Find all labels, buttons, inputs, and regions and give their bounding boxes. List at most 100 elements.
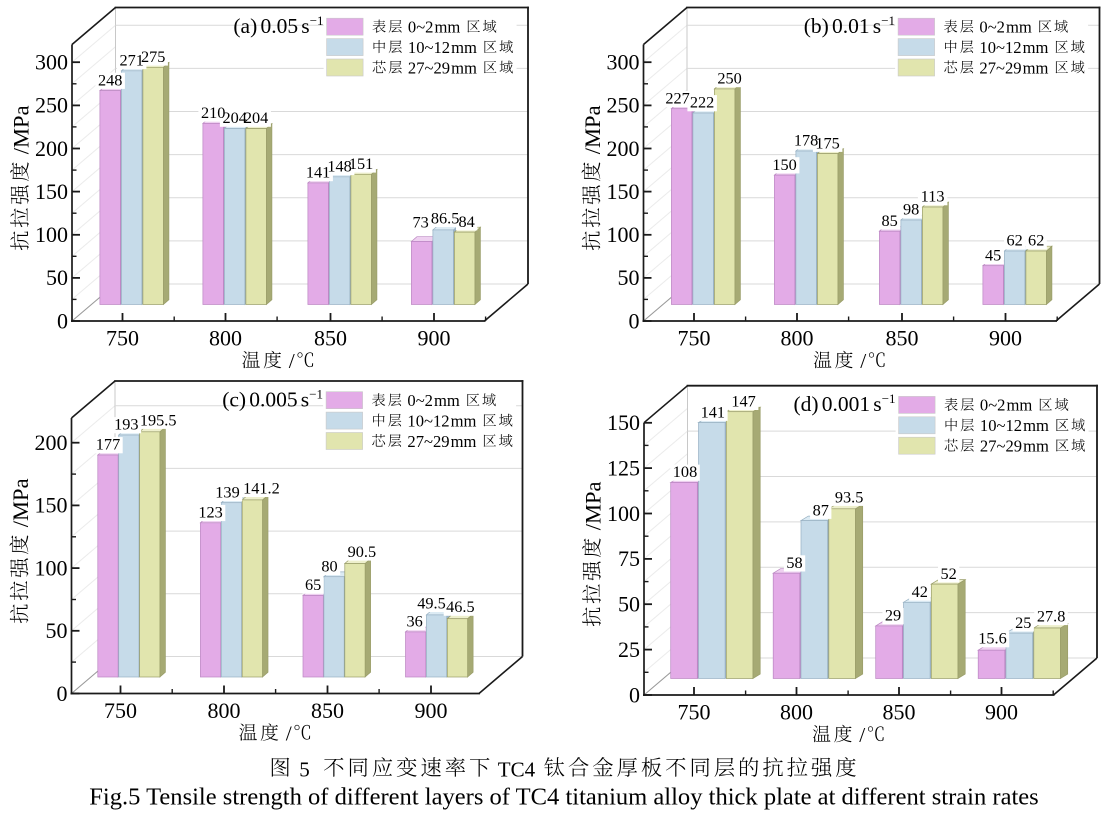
svg-text:200: 200: [35, 430, 68, 455]
svg-text:800: 800: [208, 698, 241, 723]
svg-text:(a): (a): [233, 14, 257, 38]
svg-text:75: 75: [618, 546, 640, 571]
svg-text:210: 210: [201, 103, 225, 122]
svg-text:227: 227: [665, 88, 689, 107]
svg-text:200: 200: [607, 136, 640, 161]
svg-text:27~29: 27~29: [980, 437, 1022, 456]
svg-text:10~12: 10~12: [408, 38, 450, 57]
svg-text:141.2: 141.2: [243, 478, 280, 497]
svg-text:49.5: 49.5: [417, 593, 446, 612]
svg-text:850: 850: [311, 698, 344, 723]
svg-text:141: 141: [701, 402, 725, 421]
svg-text:/: /: [289, 349, 295, 373]
svg-text:177: 177: [96, 435, 120, 454]
svg-text:850: 850: [886, 326, 919, 351]
svg-text:300: 300: [607, 50, 640, 75]
svg-text:123: 123: [198, 503, 222, 522]
svg-text:750: 750: [106, 326, 139, 351]
svg-text:86.5: 86.5: [431, 208, 460, 227]
svg-text:65: 65: [305, 575, 321, 594]
svg-text:0: 0: [57, 308, 68, 333]
svg-text:800: 800: [781, 326, 814, 351]
svg-text:800: 800: [209, 326, 242, 351]
svg-text:mm: mm: [451, 38, 477, 57]
svg-text:0~2: 0~2: [408, 18, 434, 37]
svg-text:0~2: 0~2: [979, 18, 1005, 37]
svg-text:(d): (d): [794, 392, 819, 416]
svg-text:/MPa: /MPa: [9, 105, 34, 154]
svg-text:29: 29: [885, 606, 901, 625]
svg-text:900: 900: [418, 326, 451, 351]
svg-text:100: 100: [35, 222, 68, 247]
svg-text:s: s: [873, 392, 881, 416]
svg-text:mm: mm: [1007, 396, 1033, 415]
svg-text:0~2: 0~2: [980, 396, 1006, 415]
svg-text:Fig.5 Tensile strength of dif: Fig.5 Tensile strength of different laye…: [89, 784, 1038, 811]
svg-text:850: 850: [883, 700, 916, 725]
svg-text:mm: mm: [1023, 58, 1049, 77]
svg-text:108: 108: [673, 462, 697, 481]
svg-text:150: 150: [772, 155, 796, 174]
svg-text:mm: mm: [1023, 416, 1049, 435]
svg-text:(b): (b): [804, 14, 829, 38]
svg-text:750: 750: [678, 326, 711, 351]
svg-text:58: 58: [786, 553, 802, 572]
svg-text:175: 175: [815, 133, 839, 152]
svg-text:87: 87: [813, 500, 829, 519]
svg-text:62: 62: [1028, 231, 1044, 250]
svg-text:300: 300: [35, 50, 68, 75]
svg-text:150: 150: [607, 179, 640, 204]
svg-text:42: 42: [912, 582, 928, 601]
svg-text:62: 62: [1006, 231, 1022, 250]
svg-text:27~29: 27~29: [407, 432, 449, 451]
svg-text:0: 0: [629, 308, 640, 333]
svg-text:0.05: 0.05: [261, 14, 299, 38]
svg-text:0: 0: [629, 682, 640, 707]
svg-text:25: 25: [618, 637, 640, 662]
svg-text:−1: −1: [310, 13, 324, 28]
svg-text:−1: −1: [882, 391, 896, 406]
svg-text:25: 25: [1015, 613, 1031, 632]
svg-text:248: 248: [98, 70, 122, 89]
svg-text:27.8: 27.8: [1037, 607, 1066, 626]
svg-text:27~29: 27~29: [408, 58, 450, 77]
svg-text:275: 275: [141, 47, 165, 66]
svg-text:46.5: 46.5: [446, 597, 475, 616]
svg-text:10~12: 10~12: [407, 411, 449, 430]
svg-text:0.001: 0.001: [822, 392, 870, 416]
svg-text:15.6: 15.6: [978, 629, 1007, 648]
svg-text:204: 204: [222, 108, 246, 127]
svg-text:250: 250: [35, 93, 68, 118]
svg-text:36: 36: [406, 612, 422, 631]
svg-text:900: 900: [415, 698, 448, 723]
svg-text:750: 750: [104, 698, 137, 723]
svg-text:84: 84: [458, 212, 474, 231]
svg-text:204: 204: [244, 108, 268, 127]
svg-text:50: 50: [46, 618, 68, 643]
svg-text:900: 900: [989, 326, 1022, 351]
svg-text:93.5: 93.5: [835, 487, 864, 506]
svg-text:100: 100: [607, 222, 640, 247]
svg-text:/: /: [860, 349, 866, 373]
svg-text:193: 193: [114, 415, 138, 434]
svg-text:250: 250: [717, 69, 741, 88]
svg-text:mm: mm: [451, 432, 477, 451]
svg-text:0.01: 0.01: [832, 14, 870, 38]
svg-text:5: 5: [299, 758, 310, 782]
svg-text:/: /: [286, 722, 292, 746]
svg-text:/: /: [859, 723, 865, 747]
svg-text:50: 50: [618, 592, 640, 617]
svg-text:100: 100: [607, 501, 640, 526]
svg-text:73: 73: [412, 213, 428, 232]
svg-text:−1: −1: [881, 13, 895, 28]
svg-text:150: 150: [35, 493, 68, 518]
svg-text:80: 80: [321, 556, 337, 575]
svg-text:271: 271: [119, 51, 143, 70]
svg-text:mm: mm: [451, 58, 477, 77]
svg-text:147: 147: [731, 391, 755, 410]
svg-text:90.5: 90.5: [348, 542, 377, 561]
svg-text:750: 750: [678, 700, 711, 725]
svg-text:85: 85: [881, 211, 897, 230]
svg-text:800: 800: [780, 700, 813, 725]
svg-text:mm: mm: [451, 411, 477, 430]
